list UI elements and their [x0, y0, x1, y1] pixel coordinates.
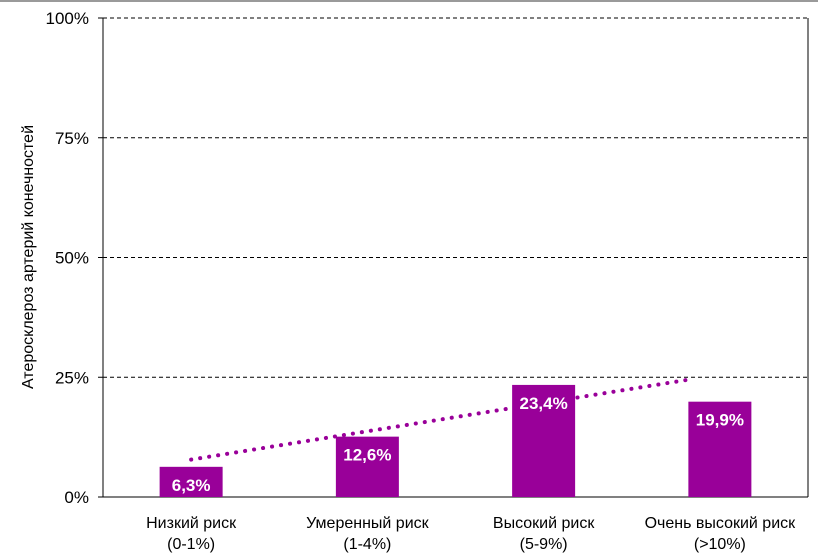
x-tick-label-line2: (5-9%) — [520, 536, 568, 553]
x-tick-label-line1: Низкий риск — [146, 515, 237, 532]
bar-value-label: 19,9% — [696, 411, 744, 430]
bar — [688, 401, 752, 497]
bar — [335, 436, 399, 497]
x-tick-label: Очень высокий риск (>10%) — [645, 515, 797, 553]
trendline-dotted — [189, 377, 692, 462]
trendline — [189, 377, 692, 462]
y-tick-label: 75% — [55, 129, 89, 148]
x-tick-label-line2: (1-4%) — [343, 536, 391, 553]
x-tick-label: Низкий риск (0-1%) — [146, 515, 237, 553]
bar — [512, 384, 576, 497]
y-tick-label: 0% — [64, 488, 89, 507]
bar-value-labels: 6,3% 12,6% 23,4% 19,9% — [172, 394, 744, 495]
bar-value-label: 12,6% — [343, 446, 391, 465]
bar-value-label: 23,4% — [520, 394, 568, 413]
x-tick-label: Умеренный риск (1-4%) — [306, 515, 430, 553]
x-tick-label-line1: Умеренный риск — [306, 515, 430, 532]
bar — [159, 466, 223, 497]
x-tick-label-line2: (>10%) — [694, 536, 746, 553]
bars — [159, 384, 752, 497]
y-tick-label: 100% — [46, 9, 89, 28]
y-axis-label: Атеросклероз артерий конечностей — [20, 125, 37, 389]
x-tick-label: Высокий риск (5-9%) — [493, 515, 595, 553]
gridlines — [98, 17, 809, 498]
x-tick-label-line1: Высокий риск — [493, 515, 595, 532]
x-tick-label-line1: Очень высокий риск — [645, 515, 797, 532]
y-tick-label: 50% — [55, 249, 89, 268]
y-axis-ticks: 0% 25% 50% 75% 100% — [46, 9, 89, 507]
top-border-line — [0, 0, 818, 2]
bar-value-label: 6,3% — [172, 476, 211, 495]
x-tick-label-line2: (0-1%) — [167, 536, 215, 553]
x-axis-ticks: Низкий риск (0-1%) Умеренный риск (1-4%) Выс… — [146, 515, 796, 553]
y-tick-label: 25% — [55, 368, 89, 387]
